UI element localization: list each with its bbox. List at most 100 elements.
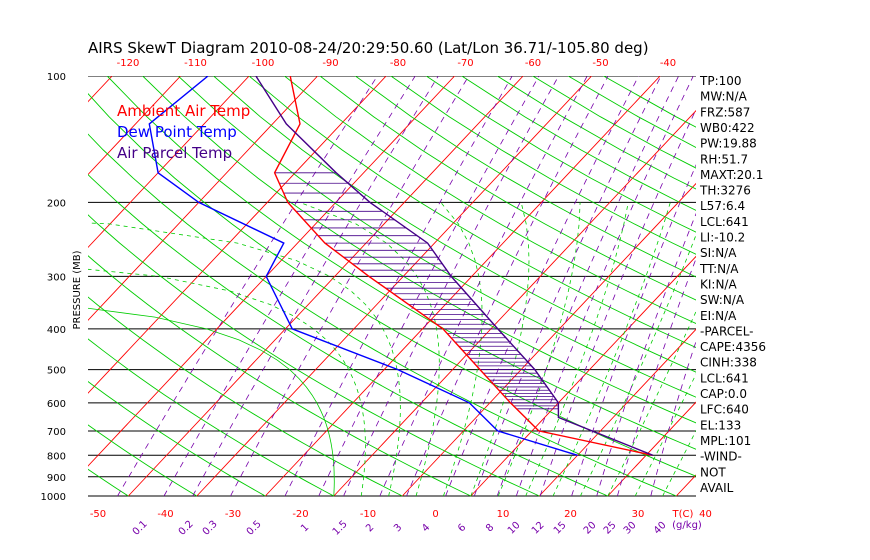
index-readout: CAP:0.0 xyxy=(700,387,747,401)
index-readout: NOT xyxy=(700,465,726,479)
dry-adiabat-line xyxy=(284,76,696,324)
mixing-ratio-line xyxy=(445,76,639,497)
dry-adiabat-line xyxy=(319,76,696,301)
mixing-ratio-line xyxy=(596,212,696,497)
mixing-ratio-line xyxy=(406,76,609,497)
index-readout: WB0:422 xyxy=(700,121,755,135)
dry-adiabat-line xyxy=(106,76,696,450)
pressure-tick-label: 700 xyxy=(47,427,66,438)
pressure-tick-label: 500 xyxy=(47,366,66,377)
bottom-temp-tick-label: -30 xyxy=(225,509,241,520)
bottom-temp-tick-label: 0 xyxy=(432,509,438,520)
dry-adiabat-line xyxy=(213,76,696,373)
top-temp-tick-label: -40 xyxy=(660,58,676,69)
top-temp-tick-label: -90 xyxy=(322,58,338,69)
mixing-ratio-line xyxy=(343,76,559,497)
index-readout: TH:3276 xyxy=(699,184,751,198)
y-axis-label: PRESSURE (MB) xyxy=(72,250,83,329)
bottom-temp-unit: T(C) xyxy=(672,509,694,520)
top-temp-tick-label: -60 xyxy=(525,58,541,69)
index-readout: PW:19.88 xyxy=(700,137,757,151)
moist-adiabat-line xyxy=(470,202,530,497)
bottom-temp-tick-label: 30 xyxy=(632,509,645,520)
isotherm-line xyxy=(607,401,696,497)
index-readout: TT:N/A xyxy=(699,262,739,276)
bottom-temp-tick-label: 20 xyxy=(564,509,577,520)
moist-adiabat-line xyxy=(552,202,671,497)
isotherm-line xyxy=(538,328,696,497)
legend-label: Dew Point Temp xyxy=(117,123,237,141)
index-readout: LI:-10.2 xyxy=(700,231,745,245)
pressure-tick-label: 800 xyxy=(47,451,66,462)
dry-adiabat-line xyxy=(390,76,696,255)
mixing-ratio-label: 1.5 xyxy=(331,519,350,538)
pressure-tick-label: 900 xyxy=(47,473,66,484)
index-readout: MPL:101 xyxy=(700,434,751,448)
top-temp-tick-label: -110 xyxy=(184,58,207,69)
pressure-tick-label: 200 xyxy=(47,198,66,209)
index-readout: KI:N/A xyxy=(700,277,737,291)
chart-title: AIRS SkewT Diagram 2010-08-24/20:29:50.6… xyxy=(88,39,649,57)
bottom-temp-tick-label: -50 xyxy=(90,509,106,520)
mixing-ratio-label: 1 xyxy=(299,522,311,534)
mixing-ratio-label: 20 xyxy=(582,520,599,537)
mixing-ratio-label: 10 xyxy=(506,520,523,537)
mixing-ratio-line xyxy=(318,76,540,497)
index-readout: CINH:338 xyxy=(700,356,757,370)
legend-label: Ambient Air Temp xyxy=(117,102,250,120)
moist-adiabat-line xyxy=(440,202,483,497)
dry-adiabat-line xyxy=(88,296,403,497)
isotherm-line xyxy=(0,76,44,496)
pressure-tick-label: 100 xyxy=(47,72,66,83)
mixing-ratio-line xyxy=(230,76,470,497)
isotherm-line xyxy=(264,76,661,497)
index-readout: TP:100 xyxy=(699,74,742,88)
dry-adiabat-line xyxy=(248,76,696,348)
isotherm-line xyxy=(470,255,696,497)
index-readout: -PARCEL- xyxy=(700,324,754,338)
dry-adiabat-line xyxy=(88,338,335,497)
index-readout: SI:N/A xyxy=(700,246,737,260)
dry-adiabat-line xyxy=(88,424,198,497)
index-readout: FRZ:587 xyxy=(700,105,750,119)
top-temp-tick-label: -70 xyxy=(457,58,473,69)
mixing-ratio-line xyxy=(117,76,378,497)
bottom-temp-tick-label: -10 xyxy=(360,509,376,520)
mixing-ratio-label: 0.1 xyxy=(131,519,150,538)
bottom-temp-tick-label: -20 xyxy=(292,509,308,520)
pressure-tick-label: 600 xyxy=(47,399,66,410)
dewpoint-line xyxy=(148,76,578,456)
mixing-ratio-line xyxy=(284,76,513,497)
pressure-tick-label: 400 xyxy=(47,325,66,336)
dry-adiabat-line xyxy=(88,380,266,497)
mixing-ratio-line xyxy=(496,76,679,497)
mixing-ratio-label: 2 xyxy=(364,522,376,534)
dry-adiabat-line xyxy=(88,173,608,497)
mixing-ratio-label: 0.3 xyxy=(201,519,220,538)
index-readout: LCL:641 xyxy=(700,215,749,229)
pressure-tick-label: 300 xyxy=(47,272,66,283)
mixing-ratio-label: 30 xyxy=(622,520,639,537)
index-readout: -WIND- xyxy=(700,450,742,464)
mixing-ratio-unit: (g/kg) xyxy=(672,520,702,531)
mixing-ratio-line xyxy=(650,340,696,497)
mixing-ratio-line xyxy=(379,76,588,497)
mixing-ratio-label: 4 xyxy=(420,522,432,534)
mixing-ratio-line xyxy=(539,108,696,497)
mixing-ratio-label: 25 xyxy=(602,520,619,537)
index-readout: EI:N/A xyxy=(700,309,737,323)
isotherm-line xyxy=(88,76,181,176)
bottom-temp-tick-label: -40 xyxy=(157,509,173,520)
top-temp-tick-label: -80 xyxy=(390,58,406,69)
index-readout: LCL:641 xyxy=(700,371,749,385)
index-readout: LFC:640 xyxy=(700,403,749,417)
index-readout: CAPE:4356 xyxy=(700,340,766,354)
isotherm-line xyxy=(745,76,870,496)
top-temp-tick-label: -100 xyxy=(252,58,275,69)
mixing-ratio-label: 15 xyxy=(552,520,569,537)
mixing-ratio-label: 0.5 xyxy=(245,519,264,538)
ambient-temp-line xyxy=(273,76,654,456)
pressure-tick-label: 1000 xyxy=(41,492,66,503)
index-readout: EL:133 xyxy=(700,418,741,432)
